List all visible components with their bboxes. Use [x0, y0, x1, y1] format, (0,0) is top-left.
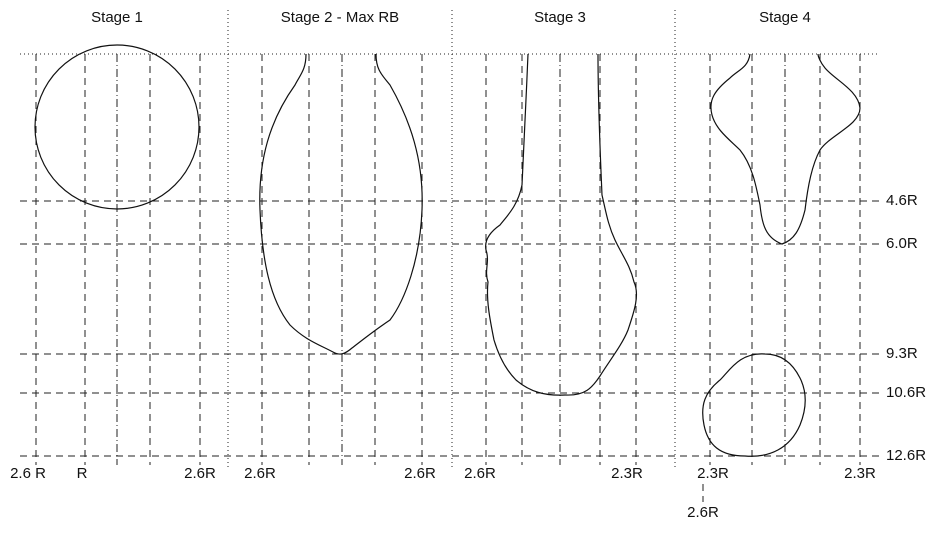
level-label: 4.6R [886, 192, 918, 209]
width-label: 2.6R [464, 465, 496, 482]
level-label: 10.6R [886, 384, 926, 401]
width-label: 2.6R [244, 465, 276, 482]
width-label: 2.3R [844, 465, 876, 482]
width-label: 2.3R [611, 465, 643, 482]
width-label: R [77, 465, 88, 482]
bubble-shapes [34, 44, 861, 457]
stage-title: Stage 4 [759, 9, 811, 26]
stage-title: Stage 2 - Max RB [281, 9, 399, 26]
level-label: 6.0R [886, 235, 918, 252]
width-label: 2.6R [184, 465, 216, 482]
width-label: 2.6R [687, 504, 719, 521]
width-label: 2.6R [404, 465, 436, 482]
width-labels: 2.6 R R 2.6R 2.6R 2.6R 2.6R 2.3R 2.3R 2.… [10, 465, 876, 521]
titles: Stage 1 Stage 2 - Max RB Stage 3 Stage 4 [91, 9, 811, 26]
grid [20, 10, 880, 502]
stage-title: Stage 1 [91, 9, 143, 26]
level-labels: 4.6R 6.0R 9.3R 10.6R 12.6R [886, 192, 926, 464]
width-label: 2.3R [697, 465, 729, 482]
level-label: 9.3R [886, 345, 918, 362]
width-label: 2.6 R [10, 465, 46, 482]
level-label: 12.6R [886, 447, 926, 464]
stage-title: Stage 3 [534, 9, 586, 26]
